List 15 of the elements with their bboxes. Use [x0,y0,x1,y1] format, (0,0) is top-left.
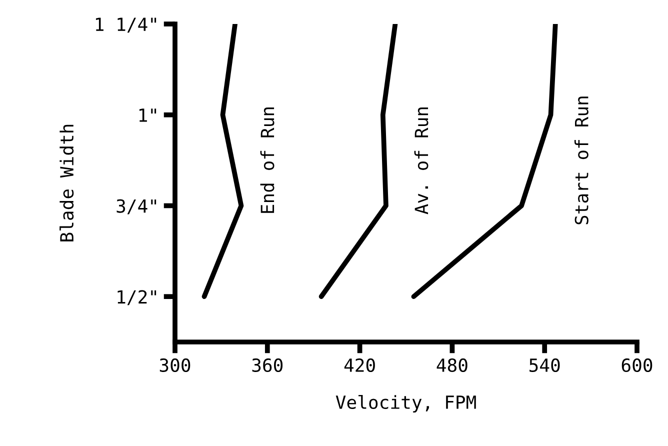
y-tick-label: 1" [139,108,156,122]
x-axis-title: Velocity, FPM [336,394,476,413]
x-tick-label: 420 [344,358,375,372]
x-tick-label: 360 [252,358,283,372]
y-tick-label: 1 1/4" [96,18,156,33]
y-tick-label: 3/4" [116,199,156,214]
text: Av. of Run [414,108,428,214]
y-tick-label: 1/2" [118,290,156,306]
y-axis-title: Blade Width [60,124,74,242]
x-tick-label: 540 [530,358,560,372]
text: Start of Run [574,96,588,224]
x-tick-label: 300 [160,358,190,372]
x-tick-label: 480 [436,358,468,372]
x-tick-label: 600 [622,358,652,372]
text: End of Run [260,108,274,213]
